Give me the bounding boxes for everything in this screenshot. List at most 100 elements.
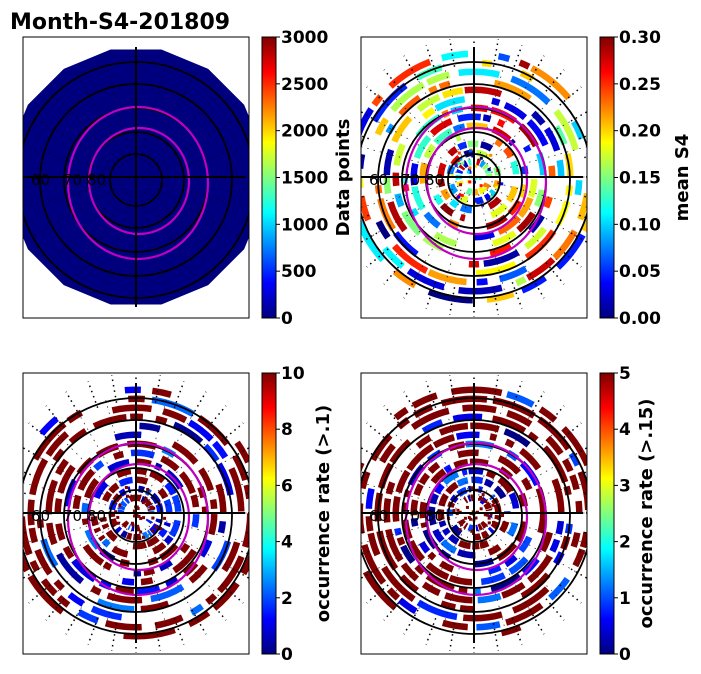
data-cell [457, 518, 466, 527]
data-cell [537, 416, 572, 451]
data-cell [401, 210, 423, 236]
colorbar-tick-label: 3000 [281, 28, 328, 48]
data-dot [484, 499, 488, 503]
data-cell [531, 110, 546, 126]
data-dot [130, 521, 134, 525]
data-cell [441, 619, 468, 631]
colorbar-tick-label: 500 [281, 262, 317, 282]
data-cell [217, 520, 227, 534]
data-cell [410, 518, 419, 527]
data-cell [163, 521, 171, 528]
data-cell [365, 516, 374, 532]
data-cell [434, 483, 445, 495]
colorbar-tick-label: 5 [619, 364, 631, 384]
data-dot [137, 514, 141, 518]
data-cell [413, 483, 424, 496]
data-cell [474, 196, 485, 205]
data-cell [497, 53, 511, 63]
data-dot [132, 509, 136, 513]
data-cell [385, 481, 396, 495]
data-cell [215, 483, 227, 513]
data-cell [530, 65, 572, 101]
data-dot [465, 505, 469, 509]
data-dot [113, 500, 117, 504]
data-cell [383, 498, 392, 523]
data-dot [142, 516, 146, 520]
data-cell [545, 435, 564, 456]
data-cell [118, 476, 133, 487]
data-dot [135, 505, 139, 509]
data-cell [442, 527, 451, 536]
data-cell [134, 476, 149, 485]
data-cell [427, 551, 437, 561]
data-dot [491, 503, 495, 507]
data-cell [418, 541, 431, 554]
data-cell [416, 599, 458, 621]
data-cell [447, 533, 460, 545]
data-cell [473, 587, 482, 595]
data-cell [516, 211, 536, 233]
data-dot [142, 535, 146, 539]
data-cell [427, 461, 441, 474]
data-cell [187, 610, 211, 628]
data-dot [489, 153, 493, 157]
data-cell [552, 229, 578, 261]
data-cell [577, 192, 587, 221]
data-cell [191, 514, 200, 528]
data-cell [381, 565, 416, 602]
data-cell [72, 494, 82, 509]
data-cell [503, 428, 531, 448]
data-cell [494, 138, 504, 148]
data-cell [555, 520, 565, 535]
data-cell [480, 520, 489, 529]
data-cell [104, 620, 142, 631]
data-cell [361, 154, 366, 169]
data-cell [577, 470, 587, 511]
data-cell [507, 199, 523, 216]
data-cell [476, 278, 488, 286]
data-cell [544, 127, 561, 152]
data-cell [476, 158, 481, 166]
colorbar-tick-label: 3 [619, 476, 631, 496]
data-cell [485, 508, 493, 512]
data-cell [482, 163, 490, 171]
data-cell [477, 485, 484, 494]
colorbar-label: occurrence rate (>.15) [636, 399, 657, 629]
data-dot [133, 514, 137, 518]
data-cell [521, 477, 533, 491]
data-cell [178, 471, 196, 495]
data-cell [440, 600, 456, 611]
data-cell [393, 143, 406, 166]
data-dot [492, 520, 496, 524]
data-cell [418, 472, 431, 485]
data-cell [240, 553, 249, 576]
data-cell [198, 467, 214, 492]
data-cell [39, 416, 59, 436]
data-cell [102, 561, 113, 571]
panel-bottom-left: 60 70 80 0 2 4 6 8 10 occurrence rate (>.1) [22, 364, 334, 665]
data-cell [252, 530, 261, 543]
data-cell [398, 94, 422, 117]
data-cell [477, 593, 502, 604]
data-cell [361, 107, 374, 137]
data-cell [98, 534, 106, 542]
data-cell [487, 196, 502, 210]
data-cell [569, 474, 580, 491]
data-cell [475, 260, 517, 277]
data-cell [68, 428, 88, 445]
data-cell [190, 494, 200, 508]
data-cell [437, 508, 445, 521]
data-cell [162, 408, 188, 424]
data-cell [172, 548, 197, 574]
data-dot [450, 174, 454, 178]
data-cell [388, 58, 432, 89]
data-cell [538, 406, 558, 423]
data-cell [483, 249, 520, 267]
data-cell [96, 598, 135, 613]
data-cell [386, 587, 401, 601]
data-cell [149, 470, 166, 484]
auroral-ovals [66, 105, 210, 261]
data-dot [487, 167, 491, 171]
data-cell [475, 524, 479, 532]
data-dot [466, 170, 470, 174]
